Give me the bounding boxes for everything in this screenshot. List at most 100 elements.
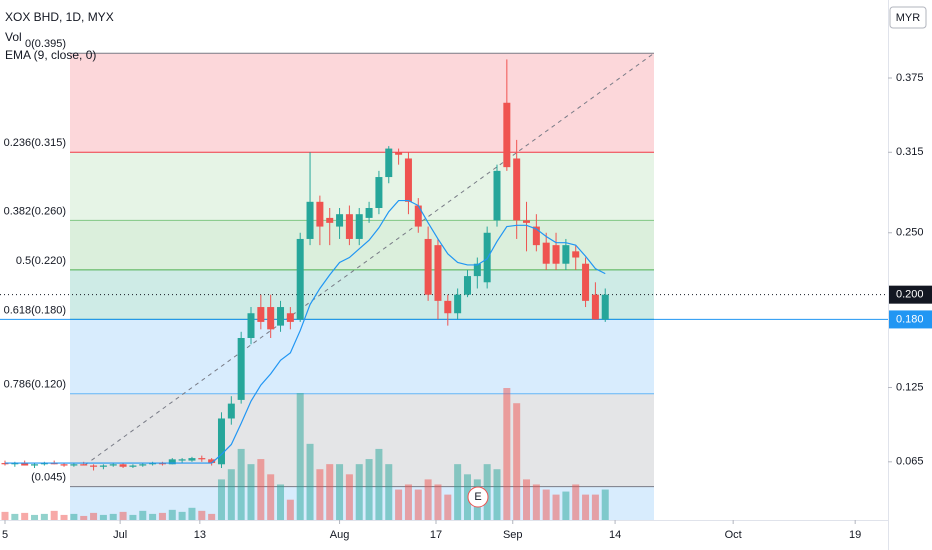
candle-body — [542, 242, 550, 264]
volume-bar — [601, 489, 609, 520]
volume-bar — [493, 469, 501, 520]
volume-bar — [188, 507, 196, 520]
volume-bar — [296, 393, 304, 520]
candle-body — [326, 217, 334, 223]
price-label: 0.200 — [896, 289, 924, 301]
fib-label: (0.045) — [31, 471, 66, 483]
chart-title: XOX BHD, 1D, MYX — [5, 10, 114, 24]
candle-body — [572, 251, 580, 258]
fib-zone — [70, 152, 654, 221]
candle-body — [424, 238, 432, 295]
volume-bar — [572, 484, 580, 520]
plot-area: 0(0.395) 0.236(0.315) 0.382(0.260) 0.5(0.22… — [0, 38, 888, 520]
fib-zone — [70, 269, 654, 320]
candle-body — [444, 300, 452, 314]
candle-body — [158, 463, 166, 465]
candle-body — [483, 232, 491, 283]
fib-label: 0.382(0.260) — [4, 205, 66, 217]
candle-body — [395, 152, 403, 155]
trend-line — [84, 52, 655, 466]
volume-bar — [109, 513, 117, 520]
currency[interactable]: MYR — [896, 12, 921, 24]
candle-body — [208, 459, 216, 464]
candle-body — [129, 465, 137, 467]
candle-body — [80, 464, 88, 466]
y-tick-label: 0.125 — [896, 381, 924, 393]
volume-bar — [404, 484, 412, 520]
volume-bar — [208, 513, 216, 520]
candle-body — [277, 307, 285, 326]
volume-bar — [21, 512, 29, 520]
candle-body — [257, 307, 265, 322]
x-tick-label: 19 — [849, 529, 861, 541]
fib-label: 0.5(0.220) — [16, 255, 66, 267]
candle-body — [168, 459, 176, 465]
x-tick-label: 14 — [609, 529, 621, 541]
candle-body — [454, 294, 462, 314]
candle-body — [375, 177, 383, 208]
y-tick-label: 0.250 — [896, 227, 924, 239]
volume-legend: Vol — [5, 30, 22, 44]
fib-label: 0.236(0.315) — [4, 137, 66, 149]
candle-body — [50, 463, 58, 465]
fib-label: 0.618(0.180) — [4, 304, 66, 316]
volume-bar — [237, 448, 245, 520]
x-tick-label: Aug — [330, 529, 350, 541]
volume-bar — [119, 511, 127, 520]
volume-bar — [336, 464, 344, 520]
price-label: 0.180 — [896, 313, 924, 325]
volume-bar — [306, 443, 314, 520]
volume-bar — [582, 494, 590, 520]
volume-bar — [40, 513, 48, 520]
x-tick-label: Oct — [725, 529, 742, 541]
volume-bar — [523, 479, 531, 520]
candle-body — [336, 214, 344, 227]
fib-label: 0.786(0.120) — [4, 379, 66, 391]
candle-body — [31, 464, 39, 466]
candle-body — [40, 463, 48, 465]
price-label-box — [889, 310, 932, 329]
volume-bar — [513, 403, 521, 520]
volume-bar — [444, 494, 452, 520]
candle-body — [434, 245, 442, 301]
candle-body — [119, 464, 127, 467]
candle-body — [414, 205, 422, 227]
ema-legend: EMA (9, close, 0) — [5, 48, 96, 62]
currency-box[interactable] — [889, 6, 927, 29]
candle-body — [503, 102, 511, 168]
ema-line — [5, 199, 606, 464]
candle-body — [198, 458, 206, 460]
candle-body — [188, 458, 196, 461]
earnings-label: E — [474, 491, 481, 503]
x-tick-label: Sep — [503, 529, 523, 541]
volume-bar — [355, 464, 363, 520]
candle-body — [601, 294, 609, 320]
volume-bar — [562, 491, 570, 520]
candle-body — [365, 208, 373, 218]
y-tick-label: 0.065 — [896, 456, 924, 468]
volume-bar — [414, 489, 422, 520]
candle-body — [217, 418, 225, 465]
candle-body — [149, 463, 157, 465]
volume-bar — [542, 489, 550, 520]
candle-body — [60, 464, 68, 466]
candle-body — [404, 158, 412, 202]
x-tick-label: Jul — [113, 529, 127, 541]
fib-label: 0(0.395) — [25, 38, 66, 50]
volume-bar — [395, 489, 403, 520]
candle-body — [1, 463, 9, 465]
candle-body — [286, 313, 294, 322]
candle-body — [178, 459, 186, 461]
candle-body — [11, 463, 19, 465]
volume-bar — [80, 515, 88, 520]
volume-bar — [463, 474, 471, 520]
candle-body — [139, 464, 147, 466]
volume-bar — [316, 469, 324, 520]
volume-bar — [70, 513, 78, 520]
candle-body — [90, 465, 98, 467]
volume-bar — [227, 469, 235, 520]
y-tick-label: 0.315 — [896, 146, 924, 158]
volume-bar — [31, 514, 39, 520]
